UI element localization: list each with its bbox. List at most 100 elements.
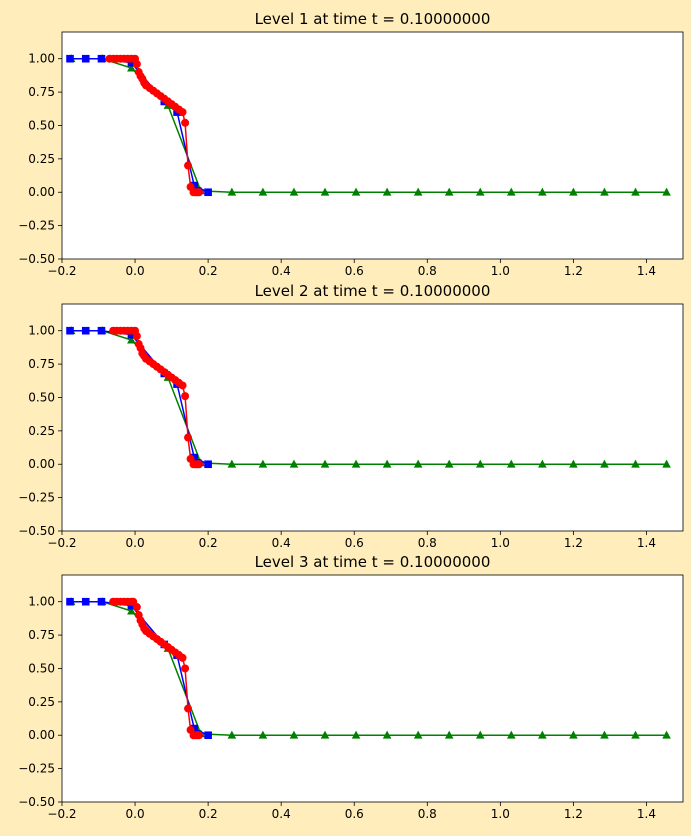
plot-frame [61,303,684,532]
point-triangle [351,730,361,739]
data-layer [66,326,671,469]
point-triangle [382,730,392,739]
y-tick-label: −0.50 [18,795,55,809]
point-square [127,601,136,610]
x-tick-label: 1.2 [564,264,583,278]
point-circle [181,118,190,127]
point-triangle [569,459,578,468]
x-tick-label: 1.0 [491,536,510,550]
y-tick-label: 0.50 [28,118,55,132]
point-square [81,54,90,63]
point-triangle [569,730,578,739]
x-tick-label: 0.8 [418,807,437,821]
point-triangle [662,459,671,468]
plot-area [62,575,683,802]
point-square [97,597,106,606]
y-tick-label: 0.75 [28,357,55,371]
plot-area [62,32,683,259]
x-tick-label: −0.2 [47,264,76,278]
x-tick-label: 0.8 [418,264,437,278]
series-line-triangle [71,600,667,736]
subplot-1: Level 1 at time t = 0.10000000 −0.2 0.0 0.2… [18,10,684,278]
point-triangle [631,459,640,468]
y-tick-label: −0.50 [18,524,55,538]
plot-frame [61,31,684,260]
point-triangle [507,730,516,739]
subplot-title: Level 1 at time t = 0.10000000 [255,10,491,28]
point-triangle [258,730,268,739]
y-tick-label: 0.25 [28,424,55,438]
point-triangle [569,187,578,196]
point-square [204,460,212,469]
point-square [97,54,106,63]
point-triangle [507,459,516,468]
series-line-triangle [71,329,667,465]
x-tick-label: 1.4 [637,536,656,550]
x-tick-label: 0.0 [126,536,145,550]
point-triangle [444,187,454,196]
y-tick-label: 0.25 [28,152,55,166]
x-tick-label: 0.8 [418,536,437,550]
point-triangle [444,459,454,468]
point-triangle [538,459,547,468]
x-tick-label: 1.0 [491,264,510,278]
point-circle [194,460,203,469]
subplot-2: Level 2 at time t = 0.10000000 −0.2 0.0 0.2… [18,282,684,550]
point-triangle [444,730,454,739]
y-tick-label: −0.25 [18,762,55,776]
point-circle [194,731,203,740]
plot-area [62,304,683,531]
point-triangle [258,459,268,468]
point-triangle [289,730,299,739]
point-square [97,326,106,335]
point-triangle [475,459,485,468]
point-triangle [258,187,268,196]
point-triangle [475,730,485,739]
y-tick-label: 0.25 [28,695,55,709]
point-circle [178,381,187,390]
point-triangle [631,187,640,196]
point-square [81,326,90,335]
series-line-triangle [71,57,667,193]
point-triangle [227,730,237,739]
x-tick-label: 1.2 [564,536,583,550]
x-tick-label: 1.0 [491,807,510,821]
point-triangle [320,459,330,468]
point-circle [181,664,190,673]
x-tick-label: 1.4 [637,807,656,821]
point-triangle [227,459,237,468]
x-tick-label: −0.2 [47,536,76,550]
x-tick-label: 0.4 [272,536,291,550]
y-tick-label: 1.00 [28,595,55,609]
point-triangle [538,730,547,739]
data-layer [66,54,671,197]
point-square [66,54,74,63]
point-triangle [289,187,299,196]
x-tick-label: 0.2 [199,264,218,278]
point-circle [194,188,203,197]
point-triangle [413,187,423,196]
y-tick-label: 0.75 [28,85,55,99]
plot-frame [61,574,684,803]
point-triangle [662,730,671,739]
point-triangle [289,459,299,468]
point-triangle [538,187,547,196]
point-triangle [227,187,237,196]
y-tick-label: 0.50 [28,390,55,404]
y-tick-label: 0.00 [28,185,55,199]
subplot-title: Level 2 at time t = 0.10000000 [255,282,491,300]
point-circle [178,653,187,662]
point-triangle [351,459,361,468]
point-triangle [320,730,330,739]
point-circle [184,704,193,713]
y-tick-label: 1.00 [28,52,55,66]
point-triangle [662,187,671,196]
x-tick-label: 0.4 [272,264,291,278]
y-tick-label: 0.00 [28,457,55,471]
x-tick-label: 0.2 [199,807,218,821]
point-triangle [600,459,609,468]
x-tick-label: 0.6 [345,264,364,278]
x-tick-label: 1.2 [564,807,583,821]
y-tick-label: 0.75 [28,628,55,642]
